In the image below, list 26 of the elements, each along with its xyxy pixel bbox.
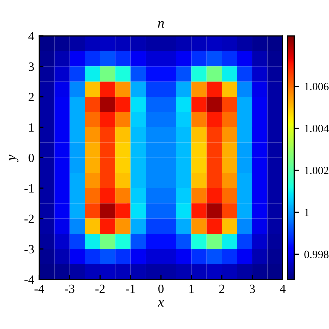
y-tick-label: -1 bbox=[24, 184, 34, 193]
y-tick-label: -4 bbox=[24, 276, 34, 284]
y-tick-label: 0 bbox=[28, 154, 34, 162]
y-tick-label: 2 bbox=[28, 93, 34, 102]
color-bar-label: 0.998 bbox=[304, 250, 329, 258]
x-tick-label: -3 bbox=[65, 284, 75, 294]
x-tick-label: 2 bbox=[220, 284, 225, 294]
x-tick-label: 1 bbox=[190, 284, 194, 294]
x-tick-label: -4 bbox=[34, 284, 44, 294]
y-tick-label: -3 bbox=[24, 245, 34, 254]
x-tick-label: -2 bbox=[96, 284, 105, 294]
y-tick-label: 1 bbox=[29, 124, 34, 132]
x-axis-title: x bbox=[158, 300, 164, 307]
y-axis-title: y bbox=[9, 154, 19, 162]
y-tick-label: 4 bbox=[28, 32, 34, 41]
x-tick-label: 0 bbox=[158, 284, 164, 294]
color-bar-label: 1.004 bbox=[305, 125, 329, 133]
x-tick-label: 3 bbox=[250, 284, 256, 294]
color-bar-label: 1 bbox=[305, 209, 310, 216]
x-tick-label: 4 bbox=[280, 284, 286, 294]
y-tick-label: 3 bbox=[28, 62, 34, 72]
x-tick-label: -1 bbox=[126, 284, 136, 294]
chart-title: n bbox=[158, 21, 164, 28]
color-bar-label: 1.002 bbox=[305, 166, 329, 175]
color-bar-label: 1.006 bbox=[305, 83, 329, 91]
y-tick-label: -2 bbox=[24, 214, 34, 224]
